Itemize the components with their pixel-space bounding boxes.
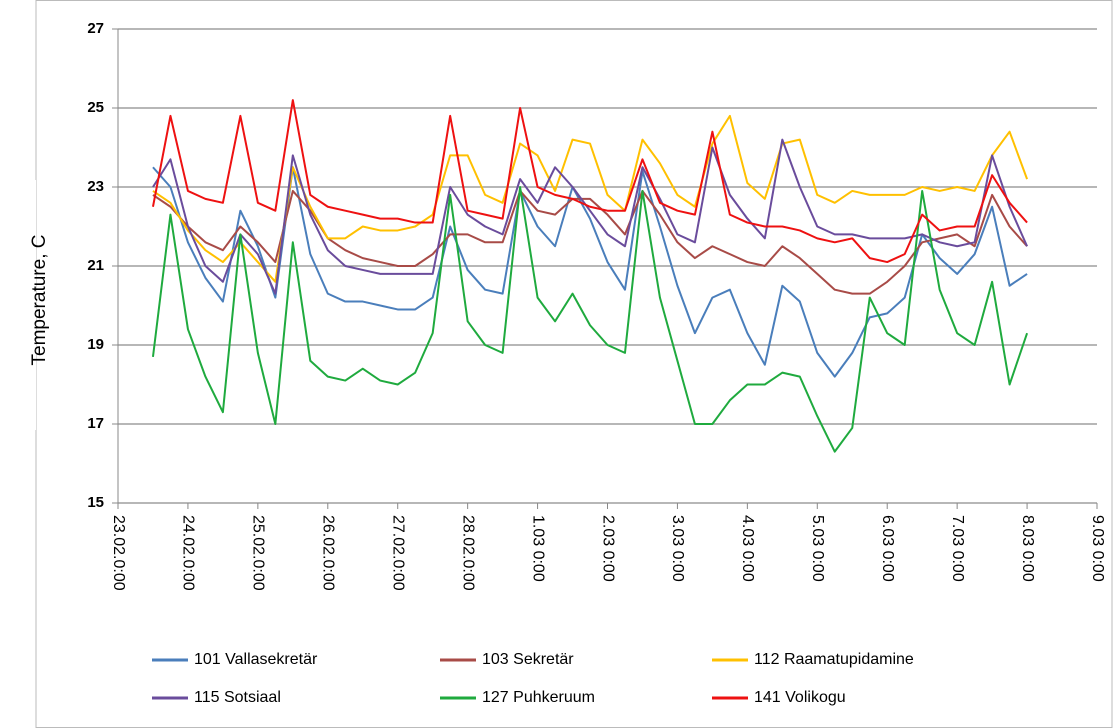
x-tick-label: 3.03 0:00	[669, 515, 686, 582]
y-tick-label: 27	[87, 20, 104, 37]
legend-label: 127 Puhkeruum	[482, 689, 595, 706]
legend-label: 112 Raamatupidamine	[754, 651, 914, 668]
x-tick-label: 23.02.0:00	[110, 515, 127, 591]
series-line	[152, 138, 1028, 295]
series-line	[152, 189, 1028, 295]
x-tick-label: 8.03 0:00	[1019, 515, 1036, 582]
x-tick-label: 25.02.0:00	[250, 515, 267, 591]
x-tick-label: 9.03 0:00	[1089, 515, 1106, 582]
x-tick-label: 4.03 0:00	[739, 515, 756, 582]
x-tick-label: 28.02.0:00	[459, 515, 476, 591]
legend-label: 115 Sotsiaal	[194, 689, 281, 706]
x-tick-label: 1.03 0:00	[529, 515, 546, 582]
legend-label: 103 Sekretär	[482, 651, 574, 668]
y-tick-label: 15	[87, 494, 104, 511]
x-tick-label: 6.03 0:00	[879, 515, 896, 582]
y-tick-label: 21	[87, 257, 104, 274]
y-tick-label: 19	[87, 336, 104, 353]
y-tick-label: 17	[87, 415, 104, 432]
x-tick-label: 2.03 0:00	[599, 515, 616, 582]
y-axis-label: Temperature, C	[29, 235, 50, 366]
x-tick-label: 5.03 0:00	[809, 515, 826, 582]
y-tick-label: 25	[87, 99, 104, 116]
x-tick-label: 24.02.0:00	[180, 515, 197, 591]
series-line	[152, 114, 1029, 283]
legend-label: 101 Vallasekretär	[194, 651, 318, 668]
x-tick-label: 27.02.0:00	[389, 515, 406, 591]
x-tick-label: 26.02.0:00	[320, 515, 337, 591]
legend-label: 141 Volikogu	[754, 689, 846, 706]
chart-border	[35, 0, 1113, 728]
x-tick-label: 7.03 0:00	[949, 515, 966, 582]
series-line	[151, 99, 1028, 264]
y-tick-label: 23	[87, 178, 104, 195]
label-backdrop	[0, 180, 36, 430]
series-line	[151, 186, 1029, 453]
